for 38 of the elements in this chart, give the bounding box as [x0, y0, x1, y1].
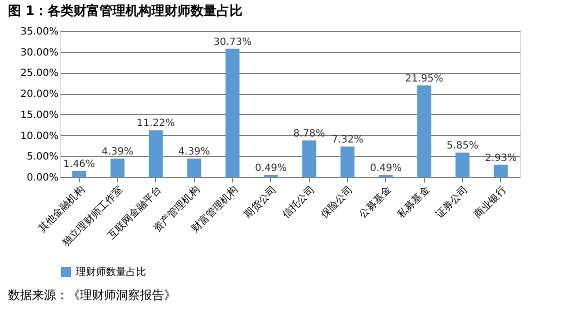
x-tick-label: 期货公司 [242, 184, 279, 221]
y-tick-label: 20.00% [20, 89, 58, 100]
x-tick-label: 私募基金 [395, 184, 432, 221]
data-label: 4.39% [102, 146, 134, 158]
data-label: 7.32% [332, 134, 364, 146]
bar [494, 164, 508, 177]
bar [72, 170, 86, 177]
data-label: 0.49% [370, 162, 402, 174]
x-tick-label: 公募基金 [356, 184, 394, 221]
y-tick-label: 15.00% [20, 110, 58, 121]
y-tick-label: 10.00% [20, 130, 58, 142]
data-label: 0.49% [254, 162, 287, 174]
legend-label: 理财师数量占比 [76, 266, 146, 278]
bar [302, 140, 316, 177]
x-tick-label: 商业银行 [472, 184, 509, 221]
bar [456, 152, 470, 177]
source-note: 数据来源：《理财师洞察报告》 [8, 288, 176, 302]
data-label: 4.39% [178, 146, 210, 158]
data-label: 11.22% [136, 118, 175, 130]
bar [110, 158, 124, 177]
bar [226, 48, 240, 177]
bar [187, 158, 202, 177]
y-tick-label: 35.00% [20, 26, 58, 38]
data-label: 1.46% [63, 158, 96, 170]
bar [148, 130, 163, 177]
y-tick-label: 30.00% [20, 47, 58, 58]
data-label: 5.85% [446, 140, 478, 152]
y-tick-label: 25.00% [20, 68, 58, 80]
x-tick-label: 信托公司 [280, 184, 317, 221]
chart-title: 图 1：各类财富管理机构理财师数量占比 [8, 3, 243, 19]
bar [340, 146, 354, 177]
x-tick-label: 保险公司 [318, 184, 356, 221]
x-tick-label: 证券公司 [434, 184, 470, 221]
bar [417, 85, 432, 177]
data-label: 30.73% [213, 36, 252, 48]
data-label: 21.95% [405, 73, 444, 84]
y-tick-label: 5.00% [26, 152, 58, 163]
y-tick-label: 0.00% [26, 172, 58, 184]
